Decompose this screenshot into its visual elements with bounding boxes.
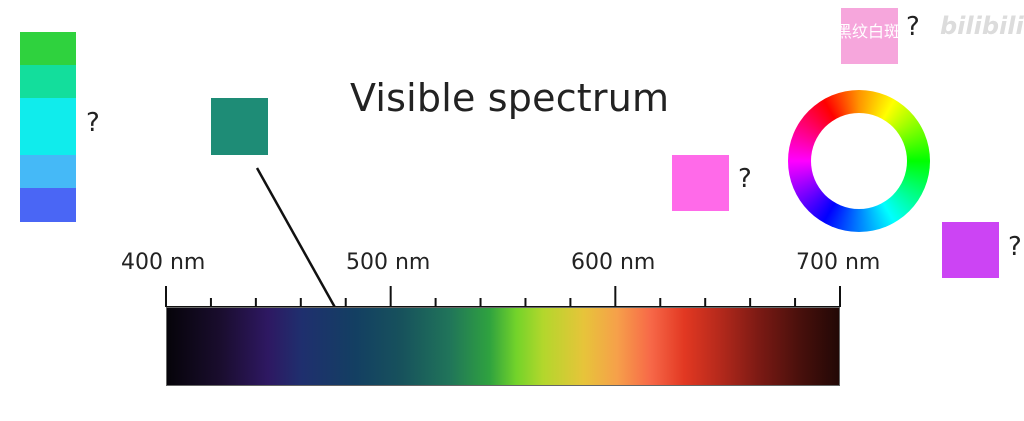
- question-mark-light-pink: ?: [906, 12, 920, 42]
- spectrum-bar: [166, 307, 840, 386]
- question-mark-purple: ?: [1008, 232, 1022, 262]
- tick-label-700: 700 nm: [796, 250, 881, 275]
- axis-ticks: [165, 286, 841, 308]
- tick-label-500: 500 nm: [346, 250, 431, 275]
- stack-swatch-aqua: [20, 65, 76, 98]
- bilibili-logo: bilibili: [940, 12, 1024, 40]
- tick-label-600: 600 nm: [571, 250, 656, 275]
- purple-swatch: [942, 222, 999, 278]
- teal-swatch: [211, 98, 268, 155]
- stack-swatch-blue: [20, 188, 76, 222]
- question-mark-pink: ?: [738, 164, 752, 194]
- stack-swatch-sky: [20, 155, 76, 188]
- stack-swatch-green: [20, 32, 76, 65]
- color-wheel-center: [811, 113, 907, 209]
- tick-label-400: 400 nm: [121, 250, 206, 275]
- light-pink-swatch: [841, 8, 898, 64]
- question-mark-stack: ?: [86, 108, 100, 138]
- diagram-title: Visible spectrum: [350, 76, 670, 120]
- watermark-text: 黑纹白斑: [836, 22, 901, 41]
- pink-swatch: [672, 155, 729, 211]
- stack-swatch-cyan: [20, 98, 76, 155]
